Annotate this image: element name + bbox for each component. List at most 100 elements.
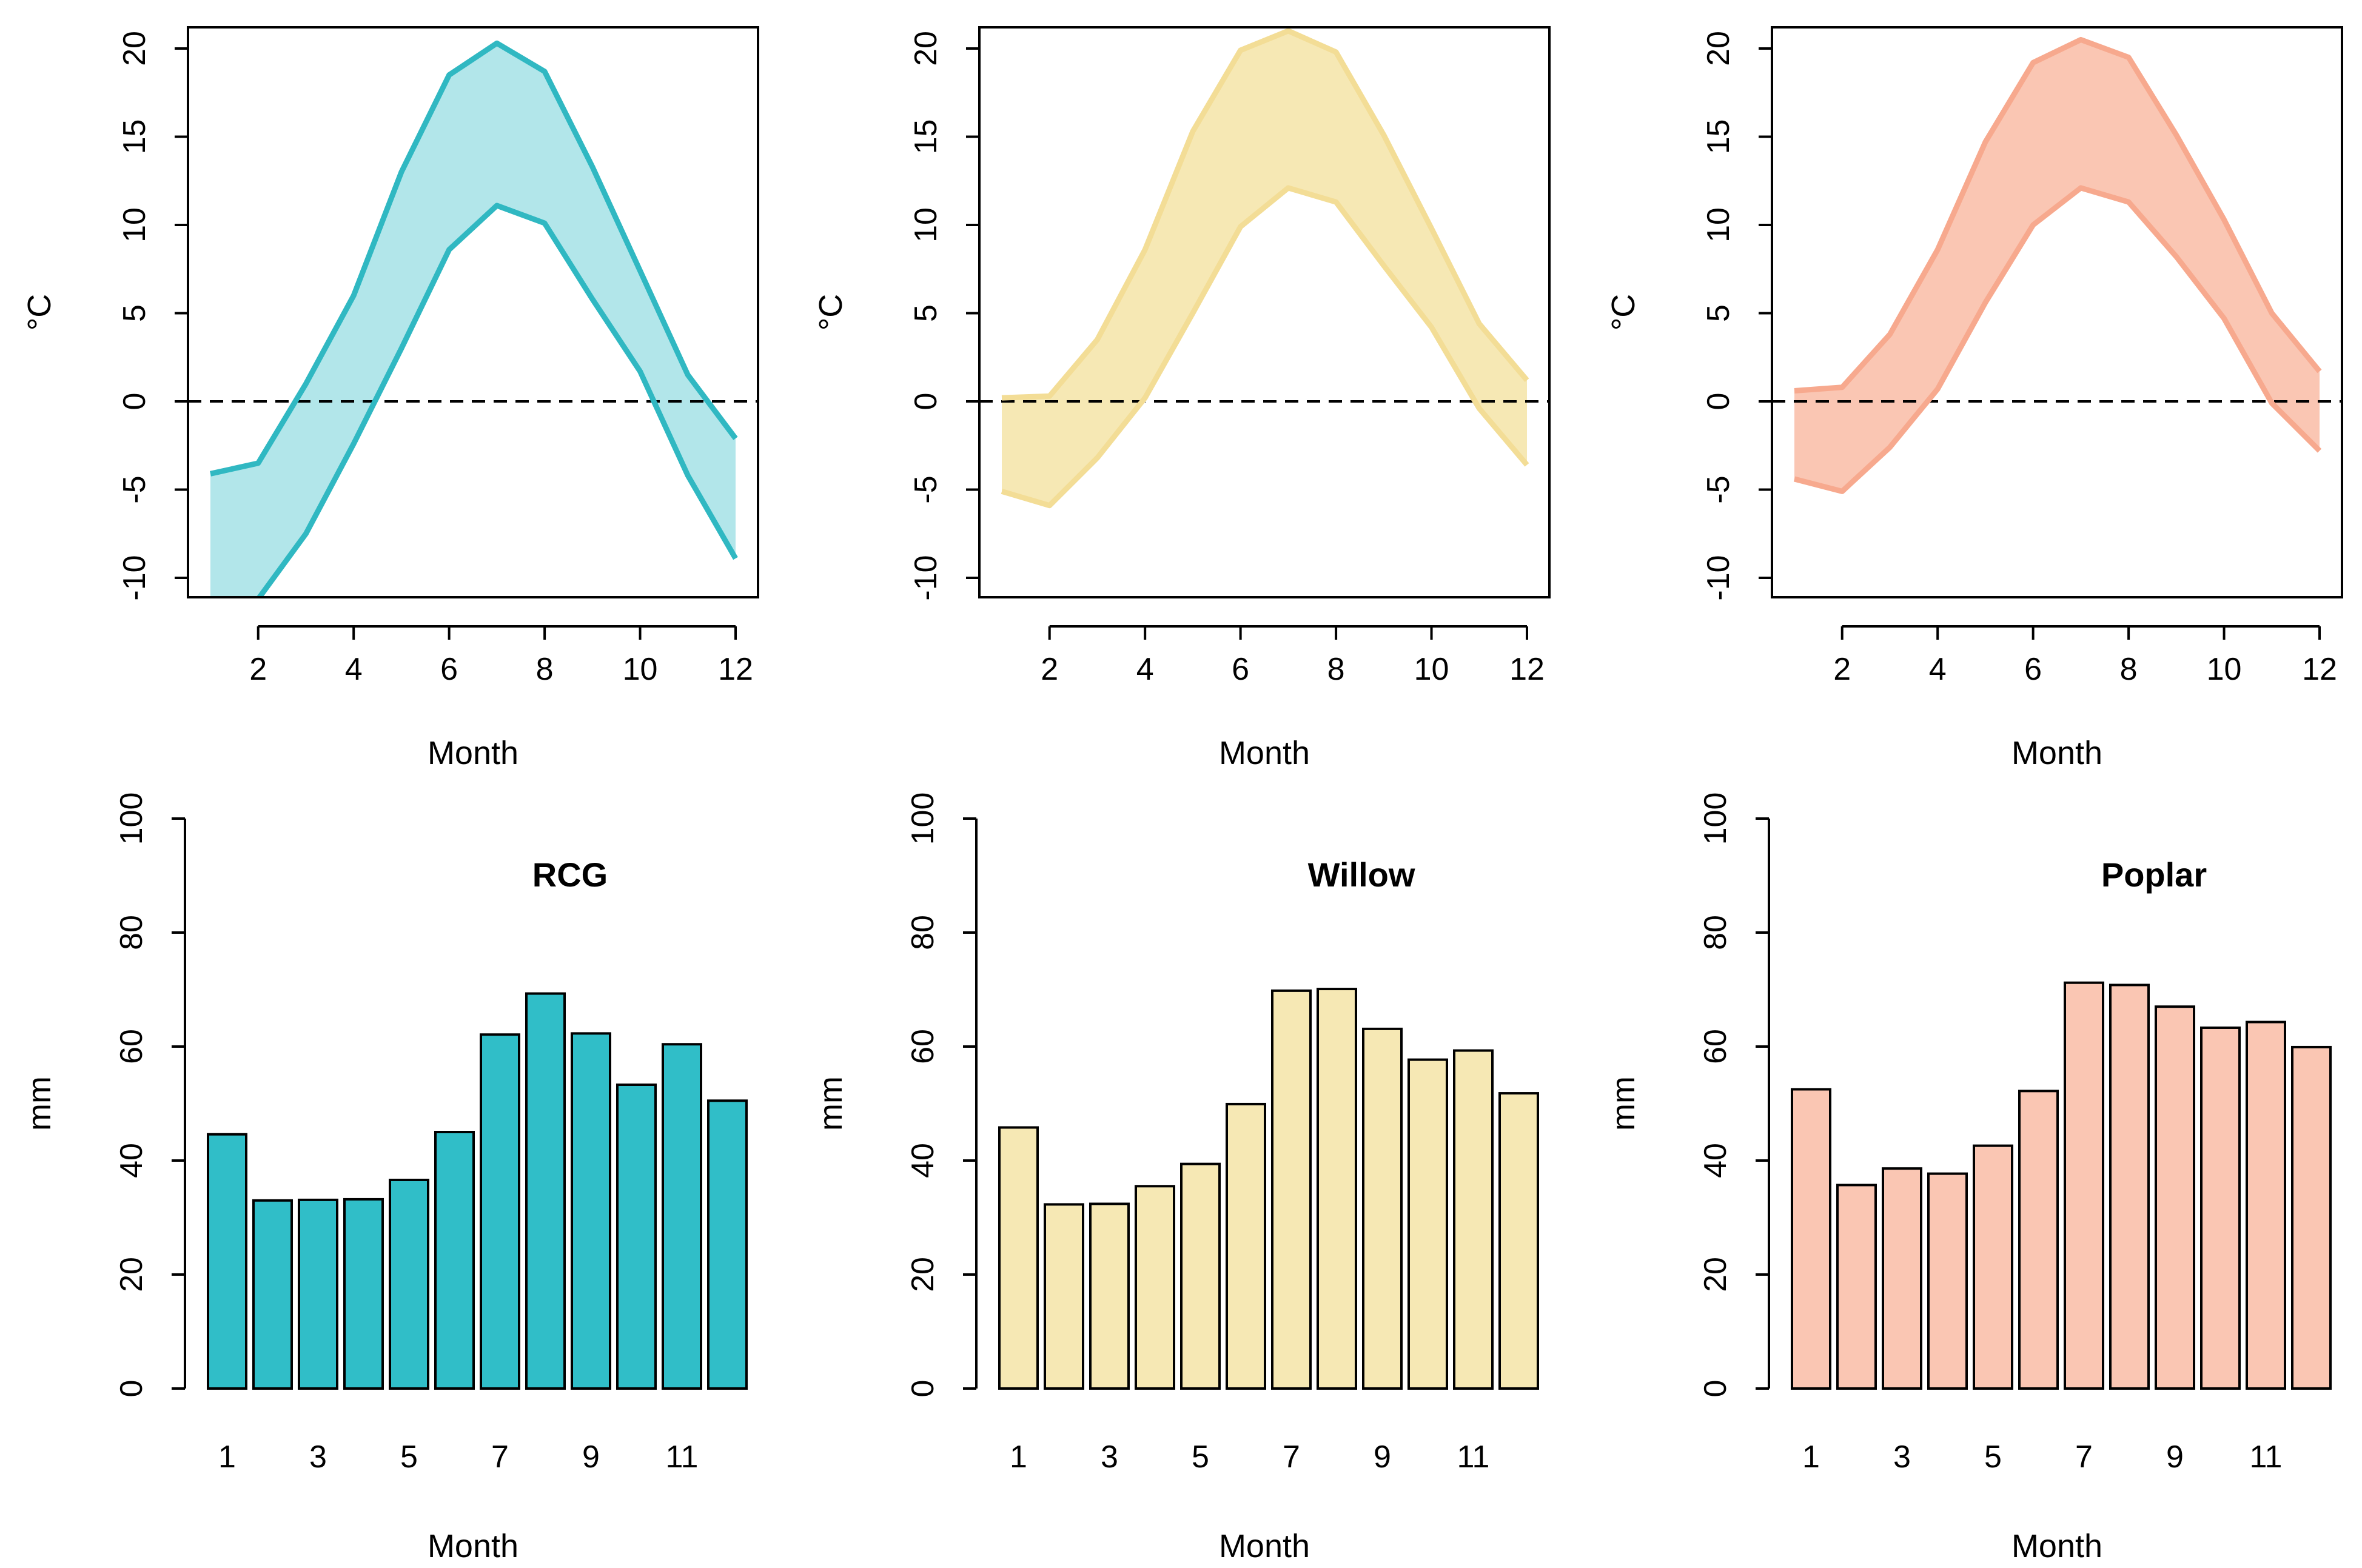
x-tick-label: 2: [249, 652, 267, 687]
bar: [343, 1198, 384, 1390]
bar: [2064, 981, 2104, 1390]
x-tick-label: 2: [1041, 652, 1058, 687]
y-tick-label: 20: [114, 1257, 149, 1292]
bar: [2018, 1090, 2059, 1390]
bar: [2246, 1020, 2286, 1390]
bar: [1453, 1049, 1494, 1390]
chart-panel-2: 2 4 6 8 10 12 Month -10 -5 0 5 10 15 20 °C: [813, 26, 1551, 771]
bar: [1836, 1184, 1877, 1390]
y-tick-label: 0: [908, 393, 944, 410]
x-tick-label: 5: [1984, 1439, 2002, 1475]
y-tick-label: 20: [905, 1257, 941, 1292]
x-tick-label: 11: [666, 1439, 699, 1475]
y-tick-label: -5: [117, 475, 152, 503]
x-axis-title: Month: [2011, 1528, 2102, 1564]
bar: [1791, 1088, 1831, 1390]
chart-panel-6: 0 20 40 60 80 100 mm 1 3 5 7 9 11 Month Poplar: [1605, 792, 2332, 1564]
x-tick-label: 1: [1802, 1439, 1820, 1475]
bar: [252, 1199, 293, 1390]
bar: [2155, 1005, 2195, 1390]
x-tick-label: 4: [345, 652, 363, 687]
bar: [1317, 988, 1357, 1390]
bar: [2109, 983, 2150, 1390]
x-tick-label: 9: [582, 1439, 600, 1475]
x-tick-label: 9: [1374, 1439, 1391, 1475]
bar: [616, 1083, 657, 1390]
y-axis-title: mm: [813, 1076, 849, 1131]
y-tick-label: 20: [908, 31, 944, 66]
y-tick-label: 100: [905, 792, 941, 845]
plot-area: [979, 28, 1549, 509]
y-tick-label: 40: [114, 1143, 149, 1178]
x-tick-label: 3: [309, 1439, 327, 1475]
y-tick-label: 80: [905, 915, 941, 950]
x-tick-label: 6: [1232, 652, 1249, 687]
x-tick-label: 9: [2166, 1439, 2184, 1475]
panel-title: Willow: [1308, 856, 1415, 894]
y-tick-label: 80: [1698, 915, 1733, 950]
temperature-range-band: [1794, 39, 2320, 492]
y-tick-label: 10: [1701, 207, 1736, 243]
bar: [998, 1126, 1039, 1390]
bar: [1271, 989, 1312, 1390]
bar: [1498, 1092, 1539, 1390]
y-axis-title: mm: [21, 1076, 58, 1131]
y-tick-label: 60: [1698, 1029, 1733, 1064]
series-line-min: [249, 203, 738, 597]
x-tick-label: 3: [1893, 1439, 1911, 1475]
temperature-range-band: [210, 43, 736, 597]
bar: [707, 1099, 748, 1390]
chart-panel-5: 0 20 40 60 80 100 mm 1 3 5 7 9 11 Month Willow: [813, 792, 1539, 1564]
y-tick-label: -5: [908, 475, 944, 503]
y-tick-label: 20: [1701, 31, 1736, 66]
x-tick-label: 8: [1327, 652, 1345, 687]
y-axis-title: mm: [1605, 1076, 1642, 1131]
y-tick-label: -5: [1701, 475, 1736, 503]
plot-area: [1772, 36, 2342, 494]
x-tick-label: 5: [400, 1439, 418, 1475]
series-line-max: [1794, 36, 2322, 394]
y-tick-label: -10: [1701, 555, 1736, 600]
y-tick-label: 15: [1701, 119, 1736, 155]
y-tick-label: 0: [905, 1380, 941, 1398]
y-tick-label: 40: [905, 1143, 941, 1178]
bar: [389, 1178, 429, 1390]
y-tick-label: 100: [1698, 792, 1733, 845]
x-tick-label: 10: [1414, 652, 1449, 687]
bar: [1882, 1167, 1922, 1390]
x-tick-label: 10: [2207, 652, 2242, 687]
x-tick-label: 6: [2024, 652, 2042, 687]
panel-title: RCG: [532, 856, 608, 894]
x-tick-label: 4: [1929, 652, 1947, 687]
x-axis-title: Month: [1219, 735, 1310, 771]
y-tick-label: 80: [114, 915, 149, 950]
bar: [1135, 1185, 1175, 1390]
bar: [2291, 1045, 2332, 1390]
y-axis-title: °C: [21, 294, 58, 331]
x-tick-label: 1: [1010, 1439, 1027, 1475]
bar: [1927, 1172, 1968, 1390]
y-tick-label: 0: [1701, 393, 1736, 410]
x-tick-label: 7: [491, 1439, 509, 1475]
y-tick-label: 0: [117, 393, 152, 410]
x-axis-title: Month: [1219, 1528, 1310, 1564]
x-tick-label: 4: [1136, 652, 1154, 687]
x-tick-label: 3: [1101, 1439, 1118, 1475]
chart-panel-4: 0 20 40 60 80 100 mm 1 3 5 7 9 11 Month RCG: [21, 792, 748, 1564]
x-tick-label: 12: [718, 652, 753, 687]
x-axis-title: Month: [2011, 735, 2102, 771]
x-tick-label: 12: [1509, 652, 1545, 687]
y-tick-label: 40: [1698, 1143, 1733, 1178]
chart-panel-3: 2 4 6 8 10 12 Month -10 -5 0 5 10 15 20 °C: [1605, 26, 2343, 771]
x-tick-label: 1: [218, 1439, 236, 1475]
bar: [2200, 1026, 2241, 1390]
y-axis-title: °C: [1605, 294, 1642, 331]
x-tick-label: 11: [1457, 1439, 1490, 1475]
y-tick-label: 0: [114, 1380, 149, 1398]
y-tick-label: -10: [117, 555, 152, 600]
temperature-range-band: [1002, 30, 1527, 506]
x-tick-label: 12: [2302, 652, 2337, 687]
x-tick-label: 11: [2250, 1439, 2283, 1475]
y-tick-label: 10: [908, 207, 944, 243]
